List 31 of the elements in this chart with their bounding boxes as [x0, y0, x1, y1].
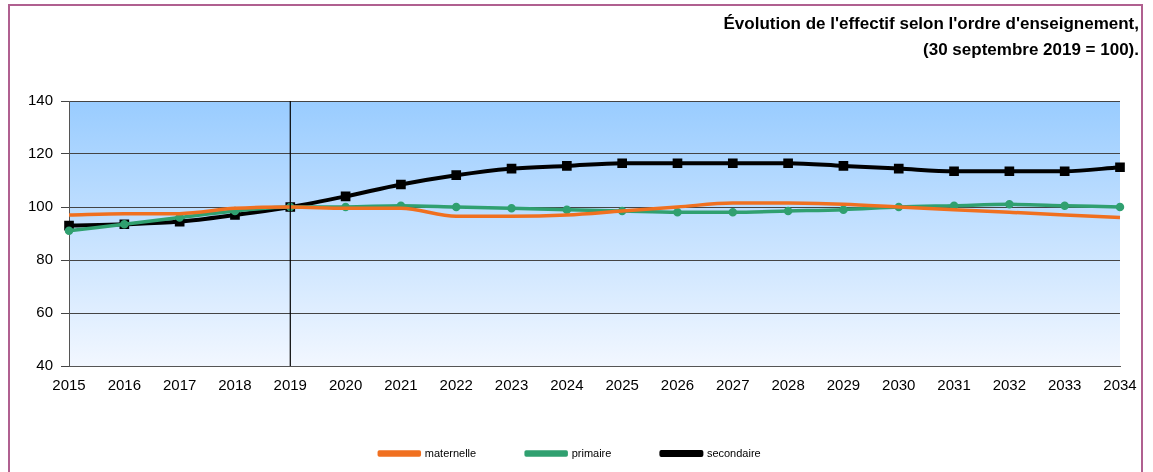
- chart-subtitle: (30 septembre 2019 = 100).: [923, 40, 1139, 60]
- y-tick-label: 140: [28, 91, 54, 109]
- y-tick-label: 120: [28, 144, 54, 162]
- legend-label: primaire: [571, 446, 612, 459]
- y-tick-label: 40: [36, 356, 54, 374]
- x-tick-label: 2022: [439, 376, 473, 394]
- x-tick-label: 2030: [882, 376, 916, 394]
- chart-title: Évolution de l'effectif selon l'ordre d'enseignement,: [723, 14, 1139, 34]
- x-tick-label: 2020: [328, 376, 363, 394]
- x-tick-label: 2034: [1103, 376, 1137, 394]
- legend-label: secondaire: [706, 446, 761, 459]
- x-tick-label: 2019: [273, 376, 307, 394]
- y-tick-label: 60: [36, 303, 54, 321]
- x-tick-label: 2026: [660, 376, 695, 394]
- x-tick-label: 2029: [826, 376, 861, 394]
- x-tick-label: 2015: [52, 376, 86, 394]
- x-tick-label: 2031: [937, 376, 971, 394]
- x-tick-label: 2017: [162, 376, 197, 394]
- x-tick-label: 2033: [1048, 376, 1082, 394]
- x-tick-label: 2016: [107, 376, 142, 394]
- x-tick-label: 2018: [218, 376, 252, 394]
- x-tick-label: 2021: [384, 376, 418, 394]
- x-tick-label: 2024: [550, 376, 584, 394]
- x-tick-label: 2027: [716, 376, 750, 394]
- x-tick-label: 2028: [771, 376, 805, 394]
- legend-label: maternelle: [424, 446, 477, 459]
- x-tick-label: 2032: [992, 376, 1027, 394]
- y-tick-label: 100: [28, 197, 54, 215]
- x-tick-label: 2025: [605, 376, 639, 394]
- y-tick-label: 80: [36, 250, 54, 268]
- x-tick-label: 2023: [494, 376, 529, 394]
